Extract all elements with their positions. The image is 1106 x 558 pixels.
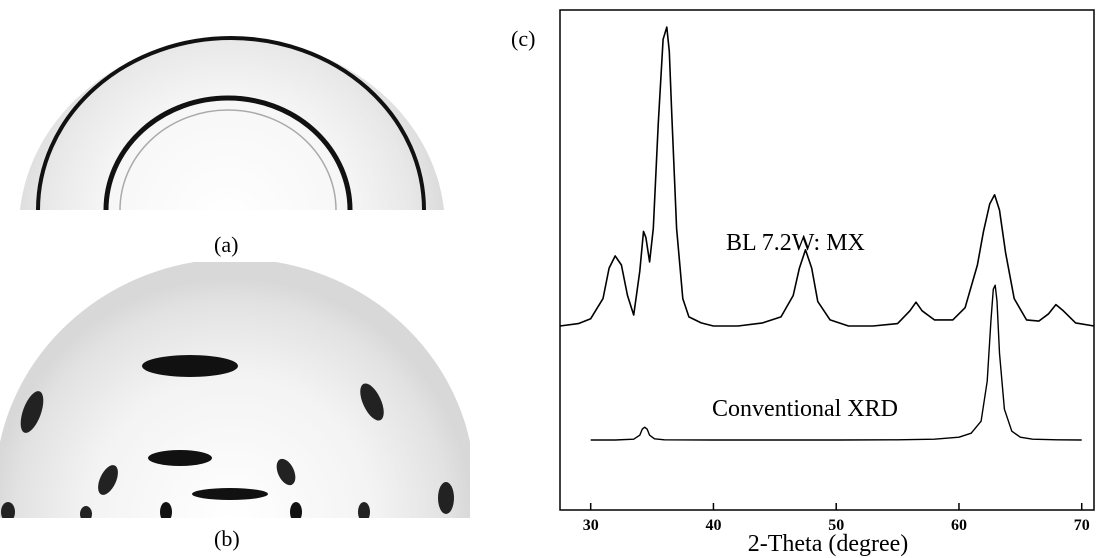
arc-spot bbox=[98, 465, 118, 495]
x-tick-label: 40 bbox=[705, 517, 721, 534]
x-tick-label: 30 bbox=[583, 517, 599, 534]
middle-ring bbox=[103, 95, 353, 210]
series-line-conventional bbox=[590, 284, 1082, 441]
inner-ring bbox=[119, 109, 337, 210]
series-label-mx: BL 7.2W: MX bbox=[726, 230, 865, 256]
arc-spot bbox=[438, 482, 454, 514]
arc-spot bbox=[192, 488, 268, 500]
arc-spot bbox=[358, 502, 370, 518]
series-line-mx bbox=[559, 26, 1095, 327]
arc-spot bbox=[276, 458, 296, 486]
x-tick-label: 70 bbox=[1074, 517, 1090, 534]
caption-b: (b) bbox=[214, 526, 240, 551]
x-axis: 30 40 50 60 70 bbox=[583, 503, 1090, 534]
plot-frame bbox=[559, 9, 1095, 511]
x-tick-label: 50 bbox=[828, 517, 844, 534]
arc-spot bbox=[160, 502, 172, 518]
diffraction-pattern-b bbox=[0, 262, 470, 518]
arc-spot bbox=[142, 355, 238, 377]
arc-spot bbox=[1, 502, 15, 518]
ring-pattern-image-a bbox=[20, 36, 444, 210]
series-layer bbox=[559, 26, 1095, 441]
diffraction-pattern-a bbox=[18, 10, 450, 222]
caption-c: (c) bbox=[511, 26, 535, 51]
arc-spot bbox=[148, 450, 212, 466]
arc-spot bbox=[80, 506, 92, 518]
detector-area bbox=[0, 262, 470, 518]
arc-spot bbox=[360, 383, 384, 421]
outer-ring bbox=[36, 36, 426, 210]
arc-pattern-image-b bbox=[0, 262, 470, 518]
arc-spot bbox=[290, 502, 302, 518]
caption-a: (a) bbox=[214, 232, 239, 257]
x-axis-label: 2-Theta (degree) bbox=[748, 531, 909, 557]
x-tick-label: 60 bbox=[951, 517, 967, 534]
arc-spot bbox=[20, 391, 44, 433]
series-label-conventional: Conventional XRD bbox=[712, 396, 898, 422]
